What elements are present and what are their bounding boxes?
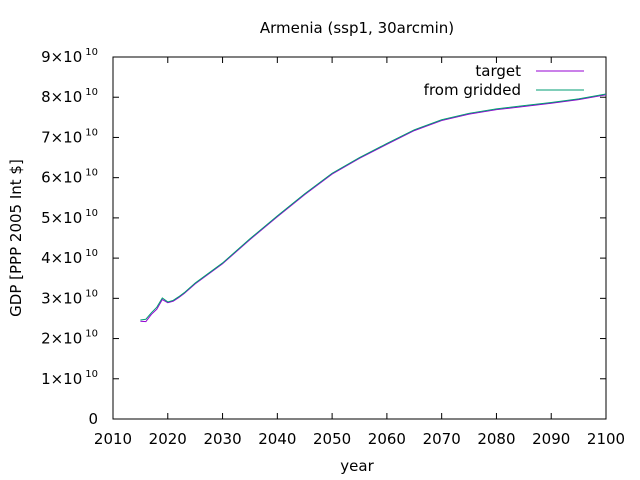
plot-area-frame — [112, 56, 607, 420]
y-tick-mantissa: 3×10 — [41, 289, 82, 307]
series-lines — [140, 93, 607, 323]
y-tick-mantissa: 6×10 — [41, 169, 82, 187]
legend-label: from gridded — [424, 81, 521, 99]
series-line-from-gridded — [140, 93, 607, 321]
y-tick-label: 1×10 10 — [41, 369, 98, 388]
chart-title: Armenia (ssp1, 30arcmin) — [260, 19, 454, 37]
x-tick-label: 2100 — [587, 430, 625, 448]
y-tick-mantissa: 9×10 — [41, 48, 82, 66]
x-tick-label: 2080 — [477, 430, 515, 448]
x-tick-label: 2030 — [203, 430, 241, 448]
y-tick-label: 0 — [88, 410, 98, 428]
y-tick-label: 2×10 10 — [41, 329, 98, 348]
x-tick-label: 2010 — [94, 430, 132, 448]
y-tick-mantissa: 8×10 — [41, 88, 82, 106]
y-tick-mantissa: 5×10 — [41, 209, 82, 227]
legend-label: target — [475, 62, 521, 80]
y-tick-mantissa: 2×10 — [41, 330, 82, 348]
y-tick-label: 7×10 10 — [41, 127, 98, 146]
y-tick-exponent: 10 — [85, 127, 98, 138]
x-tick-label: 2090 — [532, 430, 570, 448]
y-tick-mantissa: 7×10 — [41, 128, 82, 146]
y-tick-exponent: 10 — [85, 87, 98, 98]
x-axis-label: year — [340, 457, 374, 475]
y-tick-exponent: 10 — [85, 288, 98, 299]
x-tick-label: 2060 — [368, 430, 406, 448]
y-tick-label: 5×10 10 — [41, 208, 98, 227]
y-tick-mantissa: 1×10 — [41, 370, 82, 388]
y-tick-exponent: 10 — [85, 208, 98, 219]
y-tick-exponent: 10 — [85, 168, 98, 179]
x-tick-label: 2050 — [313, 430, 351, 448]
y-tick-mantissa: 0 — [88, 410, 98, 428]
y-tick-label: 3×10 10 — [41, 288, 98, 307]
y-tick-label: 6×10 10 — [41, 168, 98, 187]
x-tick-label: 2020 — [149, 430, 187, 448]
y-tick-exponent: 10 — [85, 369, 98, 380]
y-tick-exponent: 10 — [85, 329, 98, 340]
y-axis-label: GDP [PPP 2005 Int $] — [7, 159, 25, 317]
x-tick-label: 2070 — [423, 430, 461, 448]
y-axis-ticks: 01×10 102×10 103×10 104×10 105×10 106×10 107×1… — [41, 47, 606, 428]
y-tick-label: 4×10 10 — [41, 248, 98, 267]
y-tick-label: 8×10 10 — [41, 87, 98, 106]
series-line-target — [140, 94, 607, 323]
y-tick-mantissa: 4×10 — [41, 249, 82, 267]
x-tick-label: 2040 — [258, 430, 296, 448]
y-tick-exponent: 10 — [85, 47, 98, 58]
x-axis-ticks: 2010 2020 2030 2040 2050 2060 2070 2080 2090 2100 — [94, 57, 625, 448]
y-tick-label: 9×10 10 — [41, 47, 98, 66]
y-tick-exponent: 10 — [85, 248, 98, 259]
